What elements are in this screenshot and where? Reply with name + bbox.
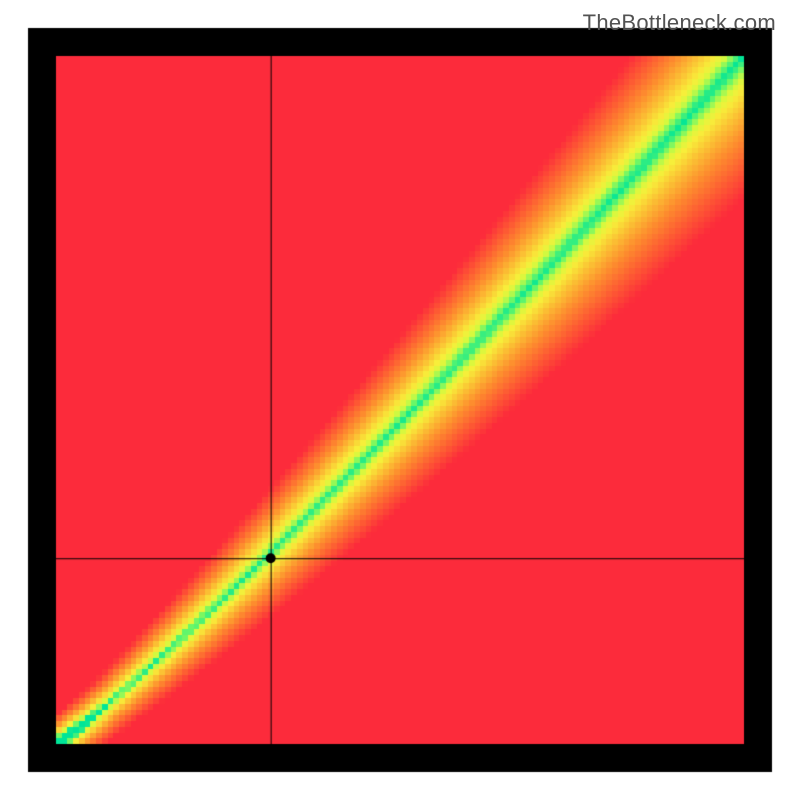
attribution-text: TheBottleneck.com	[583, 10, 776, 36]
chart-container: TheBottleneck.com	[0, 0, 800, 800]
bottleneck-heatmap-canvas	[0, 0, 800, 800]
